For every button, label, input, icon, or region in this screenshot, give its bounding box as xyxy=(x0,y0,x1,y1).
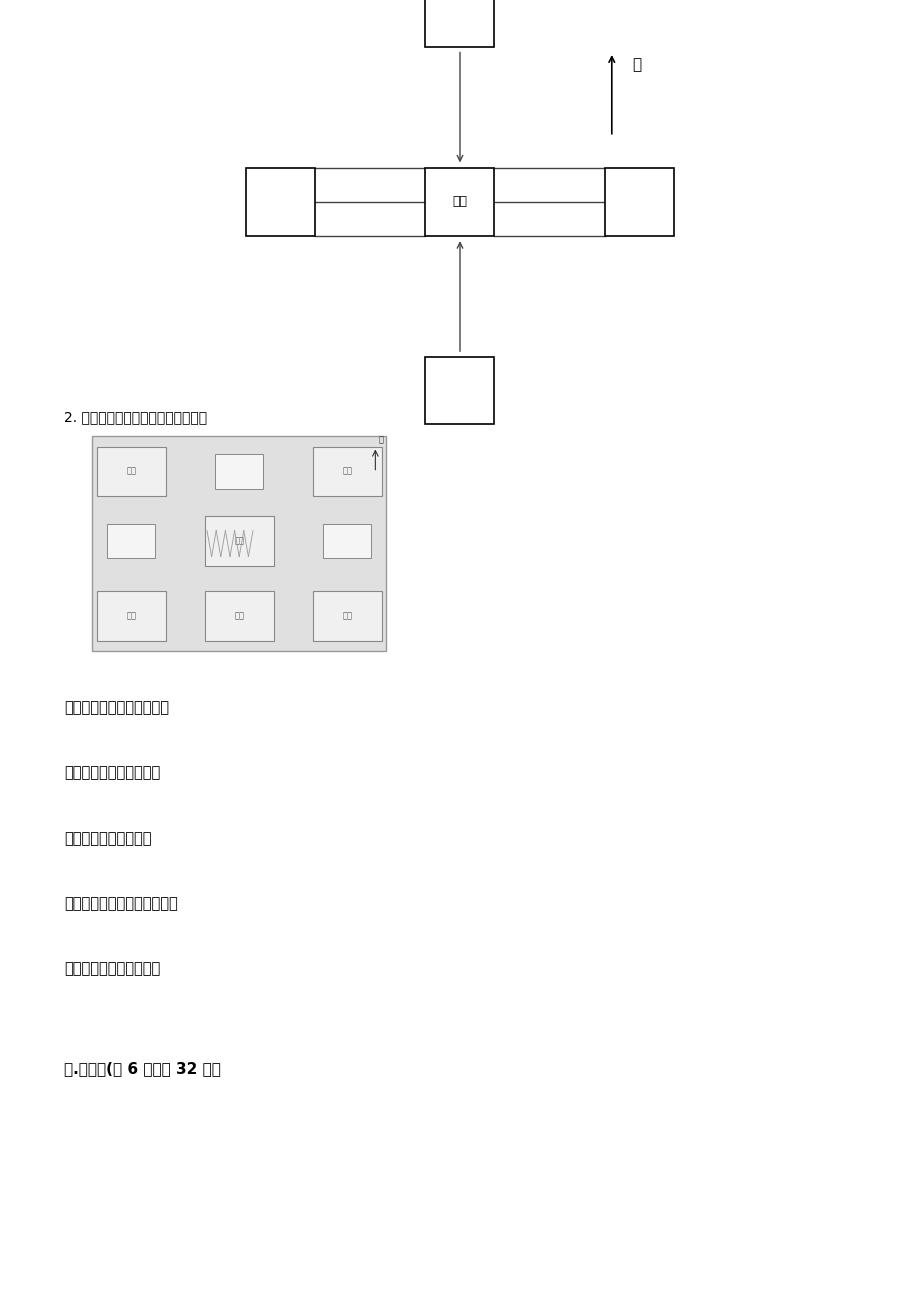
Text: 园路: 园路 xyxy=(126,467,136,475)
Text: 小静: 小静 xyxy=(452,195,467,208)
Text: 餐厅在假山的东南方向。: 餐厅在假山的东南方向。 xyxy=(64,961,161,976)
Text: 2. 根据描述在图中标出物体的位置。: 2. 根据描述在图中标出物体的位置。 xyxy=(64,410,208,424)
Text: 游乐园在草坪的北面。: 游乐园在草坪的北面。 xyxy=(64,831,152,846)
FancyBboxPatch shape xyxy=(246,168,314,236)
FancyBboxPatch shape xyxy=(323,523,371,559)
FancyBboxPatch shape xyxy=(205,591,274,641)
Text: 草坪在假山的西南方向。: 草坪在假山的西南方向。 xyxy=(64,766,161,781)
Text: 假山: 假山 xyxy=(234,536,244,546)
FancyBboxPatch shape xyxy=(107,523,155,559)
FancyBboxPatch shape xyxy=(605,168,674,236)
FancyBboxPatch shape xyxy=(92,436,386,651)
FancyBboxPatch shape xyxy=(96,591,165,641)
Text: 大门: 大门 xyxy=(234,612,244,620)
Text: 六.解答题(共 6 题，共 32 分）: 六.解答题(共 6 题，共 32 分） xyxy=(64,1061,221,1077)
FancyBboxPatch shape xyxy=(96,447,165,496)
Text: 大门在草坪和游乐园的中间。: 大门在草坪和游乐园的中间。 xyxy=(64,896,178,911)
FancyBboxPatch shape xyxy=(205,516,274,565)
FancyBboxPatch shape xyxy=(312,591,381,641)
Text: 北: 北 xyxy=(378,435,382,444)
Text: 小卖: 小卖 xyxy=(342,467,352,475)
FancyBboxPatch shape xyxy=(425,0,494,47)
FancyBboxPatch shape xyxy=(425,168,494,236)
Text: 北: 北 xyxy=(631,57,641,73)
FancyBboxPatch shape xyxy=(215,454,263,488)
Text: 餐厅: 餐厅 xyxy=(342,612,352,620)
FancyBboxPatch shape xyxy=(312,447,381,496)
Text: 小卖部在假山的东北方向。: 小卖部在假山的东北方向。 xyxy=(64,700,169,716)
FancyBboxPatch shape xyxy=(425,357,494,424)
Text: 草坪: 草坪 xyxy=(126,612,136,620)
